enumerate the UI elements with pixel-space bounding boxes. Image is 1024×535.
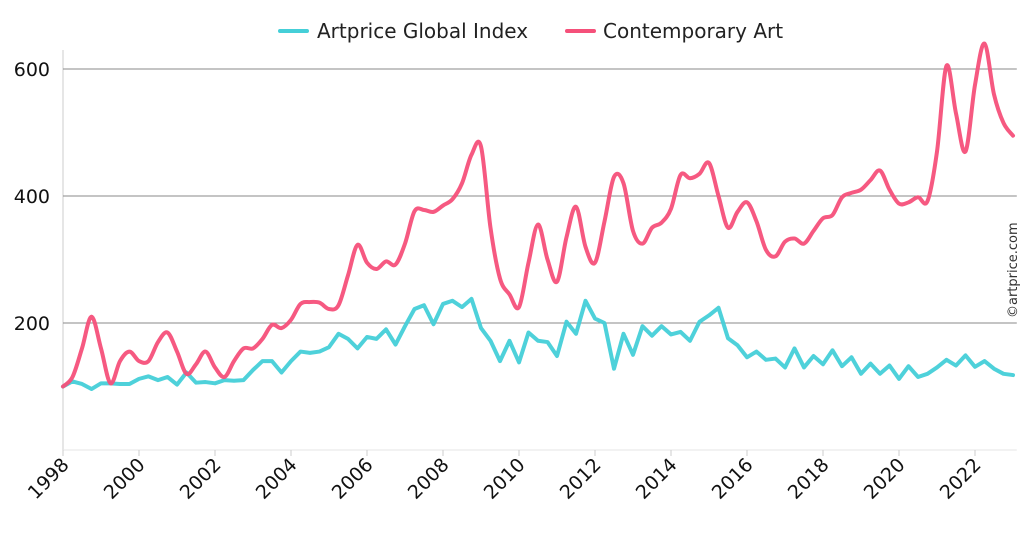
- x-tick-label: 2016: [708, 454, 758, 504]
- x-tick-label: 2012: [556, 454, 606, 504]
- y-tick-label: 600: [14, 59, 50, 81]
- x-tick-label: 2002: [176, 454, 226, 504]
- x-tick-label: 2006: [328, 454, 378, 504]
- series-lines: [61, 41, 1015, 392]
- x-tick-label: 1998: [24, 454, 74, 504]
- x-tick-label: 2008: [404, 454, 454, 504]
- x-tick-label: 2004: [252, 454, 302, 504]
- x-tick-label: 2010: [480, 454, 530, 504]
- x-tick-label: 2014: [632, 454, 682, 504]
- legend: Artprice Global Index Contemporary Art: [278, 19, 783, 43]
- series-line-contemporary-art: [61, 41, 1015, 389]
- x-tick-label: 2020: [860, 454, 910, 504]
- legend-label: Artprice Global Index: [317, 19, 528, 43]
- y-tick-label: 400: [14, 186, 50, 208]
- x-tick-label: 2018: [784, 454, 834, 504]
- series-line-global-index: [61, 296, 1015, 392]
- x-axis-ticks: 1998 2000 2002 2004 2006 2008 2010 2012 2014 2016…: [24, 450, 986, 504]
- x-tick-label: 2000: [100, 454, 150, 504]
- y-axis-ticks: 200 400 600: [14, 59, 50, 335]
- legend-label: Contemporary Art: [603, 19, 783, 43]
- watermark: ©artprice.com: [1006, 222, 1021, 318]
- y-tick-label: 200: [14, 313, 50, 335]
- grid-lines: [62, 50, 1017, 451]
- x-tick-label: 2022: [936, 454, 986, 504]
